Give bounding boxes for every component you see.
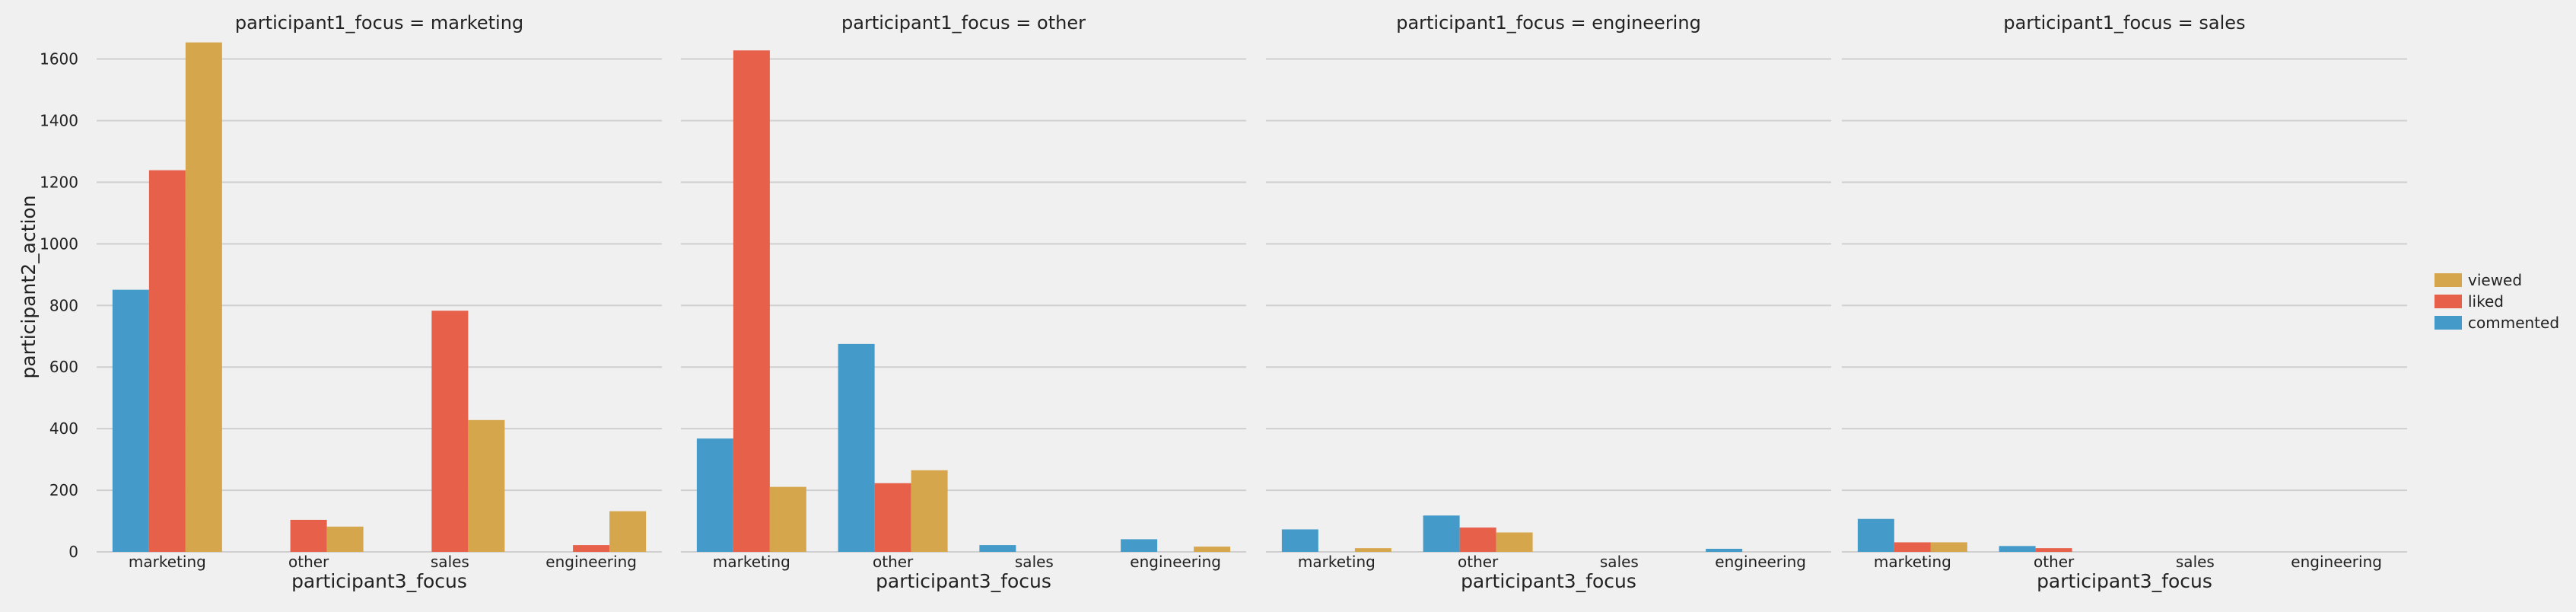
bar-liked: [290, 519, 327, 552]
x-axis-label: participant3_focus: [2037, 570, 2212, 592]
bar-commented: [1857, 518, 1894, 552]
bar-viewed: [609, 511, 647, 552]
bar-commented: [112, 289, 149, 552]
facet-title: participant1_focus = other: [841, 12, 1086, 33]
bar-liked: [1459, 528, 1496, 552]
bar-viewed: [911, 470, 948, 552]
bar-viewed: [1354, 548, 1391, 552]
bar-liked: [733, 50, 770, 552]
x-tick-label: marketing: [1874, 553, 1951, 571]
x-tick-label: engineering: [545, 553, 637, 571]
facet-title: participant1_focus = engineering: [1396, 12, 1701, 33]
facet-title: participant1_focus = marketing: [235, 12, 523, 33]
x-axis-label: participant3_focus: [1461, 570, 1636, 592]
x-tick-label: sales: [431, 553, 469, 571]
x-tick-label: other: [288, 553, 329, 571]
bar-viewed: [1194, 547, 1231, 552]
x-tick-label: sales: [1600, 553, 1639, 571]
legend-label-commented: commented: [2468, 314, 2559, 332]
x-tick-label: other: [2034, 553, 2075, 571]
x-tick-label: marketing: [129, 553, 206, 571]
x-axis-label: participant3_focus: [291, 570, 467, 592]
legend-swatch-liked: [2434, 295, 2462, 308]
bar-liked: [431, 311, 469, 552]
bar-commented: [1121, 539, 1158, 552]
x-tick-label: engineering: [1130, 553, 1221, 571]
x-tick-label: other: [873, 553, 914, 571]
y-tick-label: 400: [49, 419, 78, 438]
y-tick-label: 0: [68, 543, 78, 561]
bar-commented: [979, 545, 1016, 552]
bar-liked: [1894, 542, 1931, 552]
facet-title: participant1_focus = sales: [2003, 12, 2245, 33]
bar-viewed: [185, 42, 222, 553]
bar-liked: [573, 545, 610, 552]
bar-commented: [1423, 515, 1460, 552]
bar-viewed: [468, 419, 505, 552]
y-tick-label: 1600: [40, 50, 78, 69]
x-tick-label: marketing: [1298, 553, 1375, 571]
legend-swatch-viewed: [2434, 273, 2462, 287]
bar-liked: [148, 170, 186, 552]
bar-commented: [838, 343, 875, 552]
bar-commented: [696, 438, 733, 552]
y-tick-label: 1200: [40, 173, 78, 191]
x-tick-label: sales: [1015, 553, 1054, 571]
bar-viewed: [1496, 532, 1533, 552]
y-tick-label: 1000: [40, 234, 78, 253]
bar-commented: [1706, 548, 1743, 552]
x-tick-label: marketing: [713, 553, 790, 571]
bar-liked: [2035, 548, 2072, 552]
x-axis-label: participant3_focus: [876, 570, 1051, 592]
bar-commented: [1281, 529, 1318, 552]
legend-label-viewed: viewed: [2468, 271, 2522, 289]
x-tick-label: other: [1458, 553, 1499, 571]
x-tick-label: sales: [2176, 553, 2215, 571]
bar-viewed: [1930, 542, 1967, 552]
y-tick-label: 200: [49, 481, 78, 499]
bar-viewed: [326, 526, 364, 552]
bar-liked: [874, 483, 911, 552]
y-tick-label: 800: [49, 296, 78, 314]
legend-label-liked: liked: [2468, 292, 2504, 311]
bar-viewed: [769, 486, 806, 552]
legend-swatch-commented: [2434, 316, 2462, 330]
x-tick-label: engineering: [2291, 553, 2382, 571]
x-tick-label: engineering: [1715, 553, 1806, 571]
y-axis-label: participant2_action: [17, 195, 40, 378]
y-tick-label: 600: [49, 358, 78, 376]
y-tick-label: 1400: [40, 111, 78, 129]
bar-commented: [1999, 546, 2036, 552]
